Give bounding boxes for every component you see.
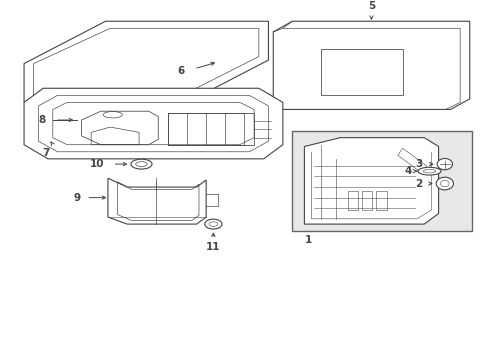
Text: 7: 7 xyxy=(42,148,49,158)
Ellipse shape xyxy=(82,117,95,123)
Ellipse shape xyxy=(423,170,435,173)
Circle shape xyxy=(435,177,452,190)
Bar xyxy=(376,190,386,210)
Circle shape xyxy=(440,180,448,187)
Text: 11: 11 xyxy=(205,242,220,252)
Text: 3: 3 xyxy=(415,159,422,169)
Ellipse shape xyxy=(417,167,440,175)
FancyBboxPatch shape xyxy=(292,131,471,231)
Text: 2: 2 xyxy=(415,179,422,189)
Text: 4: 4 xyxy=(404,166,411,176)
Text: 6: 6 xyxy=(177,66,184,76)
Polygon shape xyxy=(273,21,469,109)
Ellipse shape xyxy=(131,159,152,169)
Bar xyxy=(361,190,372,210)
Polygon shape xyxy=(24,88,282,159)
Polygon shape xyxy=(304,138,438,224)
Ellipse shape xyxy=(77,114,101,126)
Polygon shape xyxy=(108,178,206,224)
Bar xyxy=(347,190,357,210)
Text: 8: 8 xyxy=(38,115,45,125)
Ellipse shape xyxy=(208,222,217,226)
Circle shape xyxy=(436,158,451,170)
Ellipse shape xyxy=(204,219,222,229)
Text: 5: 5 xyxy=(367,1,374,11)
Text: 9: 9 xyxy=(73,193,81,203)
Text: 1: 1 xyxy=(304,235,311,245)
Text: 10: 10 xyxy=(90,159,104,169)
Ellipse shape xyxy=(136,162,147,167)
Polygon shape xyxy=(24,21,268,102)
